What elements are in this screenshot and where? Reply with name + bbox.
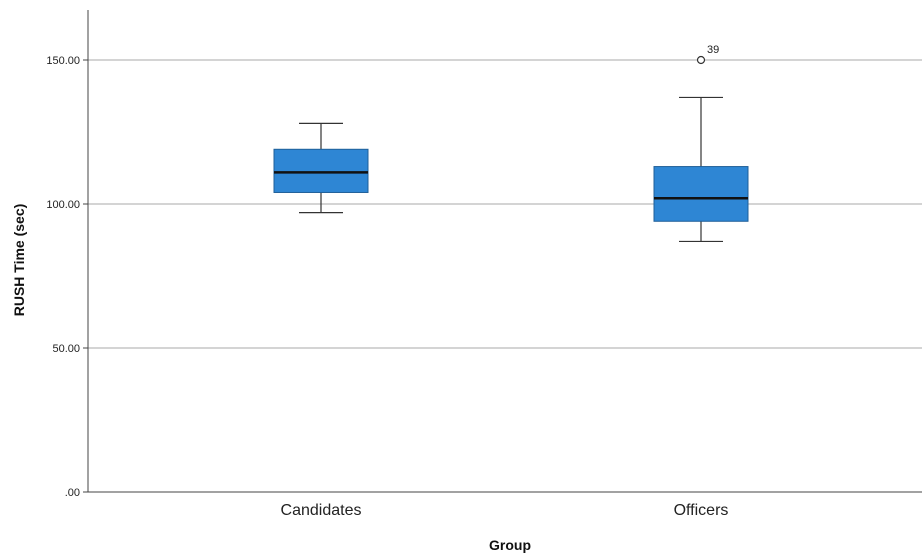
y-tick-label: 150.00 [46,55,80,67]
box-iqr [653,166,749,222]
box-iqr [273,148,369,193]
box-officers: 39 [653,44,749,243]
x-category-label: Officers [674,502,729,519]
outlier-label: 39 [707,44,719,56]
y-tick-label: 50.00 [52,343,80,355]
x-category-label: Candidates [281,502,362,519]
y-axis-ticks: .00 50.00 100.00 150.00 [46,55,88,499]
box-series: 39 [273,44,749,243]
x-axis-categories: Candidates Officers [281,502,729,519]
y-tick-label: 100.00 [46,199,80,211]
y-axis-title: RUSH Time (sec) [11,204,27,317]
x-axis-title: Group [489,537,531,553]
box-candidates [273,122,369,214]
y-tick-label: .00 [65,487,80,499]
gridlines [88,59,922,349]
outlier-point [696,55,706,65]
